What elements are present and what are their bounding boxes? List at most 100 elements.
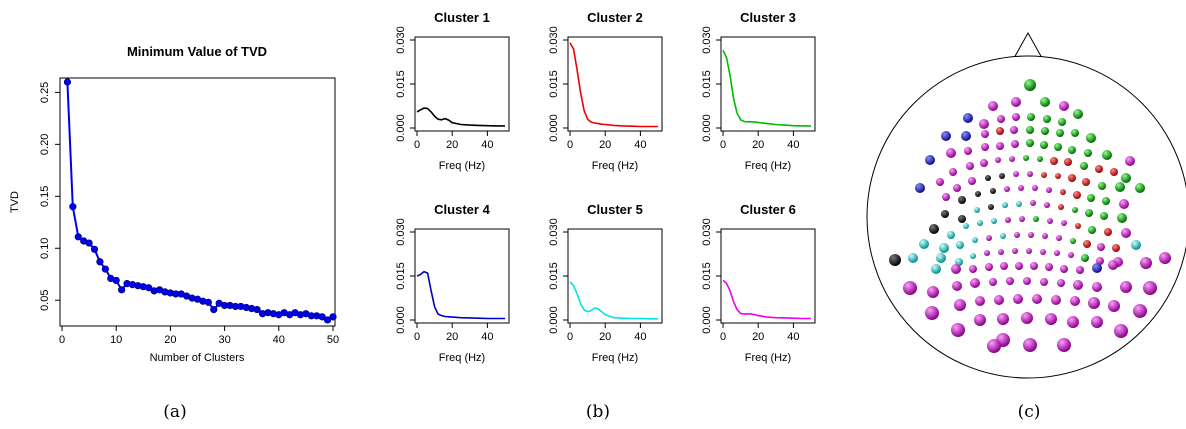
electrode-magenta	[1045, 313, 1057, 325]
electrode-black	[958, 215, 966, 223]
electrode-green	[1026, 139, 1034, 147]
electrode-green	[1071, 129, 1079, 137]
electrode-magenta	[1073, 280, 1083, 290]
electrode-cyan	[908, 253, 918, 263]
electrode-magenta	[1143, 281, 1157, 295]
tvd-series-line	[66, 81, 334, 322]
electrode-magenta	[1056, 235, 1062, 241]
electrode-magenta	[1114, 324, 1128, 338]
electrode-magenta	[984, 250, 990, 256]
electrode-red	[1112, 244, 1120, 252]
electrode-magenta	[1040, 278, 1048, 286]
electrode-magenta	[989, 278, 997, 286]
tvd-x-tick-label: 20	[164, 334, 176, 346]
tvd-x-tick-label: 0	[59, 334, 65, 346]
electrode-magenta	[1023, 338, 1037, 352]
tvd-point	[101, 265, 109, 273]
cluster-x-tick-label: 0	[567, 331, 573, 343]
electrode-magenta	[1120, 281, 1132, 293]
electrode-red	[1055, 173, 1061, 179]
cluster-x-tick-label: 20	[446, 331, 458, 343]
electrode-blue	[925, 155, 935, 165]
electrode-magenta	[1004, 186, 1010, 192]
electrode-magenta	[1030, 200, 1036, 206]
electrode-green	[1102, 150, 1112, 160]
electrode-black	[941, 210, 949, 218]
tvd-point	[112, 276, 120, 285]
electrode-magenta	[942, 193, 950, 201]
electrode-red	[1104, 228, 1112, 236]
cluster-y-tick-label: 0.030	[395, 218, 407, 246]
electrode-magenta	[1028, 232, 1034, 238]
electrode-magenta	[1013, 171, 1019, 177]
electrode-cyan	[1000, 233, 1006, 239]
electrode-green	[1070, 238, 1076, 244]
electrode-magenta	[1019, 216, 1025, 222]
electrode-magenta	[1057, 279, 1065, 287]
electrode-magenta	[1059, 101, 1069, 111]
electrode-magenta	[1011, 140, 1019, 148]
electrode-cyan	[1131, 240, 1141, 250]
electrode-magenta	[1088, 297, 1100, 309]
electrode-magenta	[1012, 113, 1020, 121]
electrode-magenta	[964, 147, 972, 155]
cluster-plot-frame	[567, 36, 663, 132]
electrode-magenta	[998, 249, 1004, 255]
electrode-magenta	[1057, 338, 1071, 352]
electrode-green	[1086, 133, 1096, 143]
electrode-green	[1117, 213, 1127, 223]
tvd-chart-title: Minimum Value of TVD	[127, 44, 267, 59]
electrode-magenta	[903, 281, 917, 295]
electrode-red	[1083, 240, 1091, 248]
electrode-magenta	[1032, 294, 1042, 304]
electrode-green	[1027, 113, 1035, 121]
electrode-black	[990, 188, 996, 194]
electrode-cyan	[956, 241, 964, 249]
electrode-cyan	[963, 223, 969, 229]
electrode-green	[1088, 226, 1096, 234]
cluster-plot-frame	[720, 228, 816, 324]
cluster-y-tick-label: 0.000	[548, 114, 560, 142]
tvd-y-tick-label: 0.10	[39, 238, 51, 259]
electrode-magenta	[1125, 156, 1135, 166]
electrode-cyan	[919, 239, 929, 249]
electrode-magenta	[936, 178, 944, 186]
electrode-cyan	[974, 207, 980, 213]
electrode-red	[1073, 191, 1081, 199]
cluster-y-tick-label: 0.000	[395, 114, 407, 142]
cluster-plot-frame	[720, 36, 816, 132]
electrode-green	[1056, 129, 1064, 137]
cluster-panel: Cluster 3 0 20 40 0.000 0.015 0.030 Freq (Hz)	[701, 10, 816, 172]
electrode-green	[1121, 173, 1131, 183]
electrode-magenta	[1018, 185, 1024, 191]
cluster-title: Cluster 1	[434, 10, 490, 25]
electrode-green	[1040, 97, 1050, 107]
electrode-cyan	[931, 264, 941, 274]
electrode-magenta	[951, 323, 965, 337]
electrode-magenta	[927, 286, 939, 298]
electrode-red	[1110, 168, 1118, 176]
electrode-green	[1058, 118, 1066, 126]
tvd-point	[63, 78, 72, 86]
tvd-point	[74, 233, 82, 241]
cluster-x-tick-label: 40	[787, 139, 799, 151]
cluster-y-tick-label: 0.000	[395, 306, 407, 334]
cluster-plot-frame	[414, 36, 510, 132]
electrode-red	[1082, 178, 1090, 186]
tvd-point	[90, 245, 99, 253]
electrode-red	[1075, 223, 1081, 229]
electrode-cyan	[970, 253, 976, 259]
cluster-x-label: Freq (Hz)	[439, 160, 485, 172]
cluster-y-tick-label: 0.030	[701, 26, 713, 54]
tvd-x-tick-label: 30	[218, 334, 230, 346]
cluster-y-tick-label: 0.015	[548, 70, 560, 98]
tvd-x-tick-label: 50	[327, 334, 339, 346]
electrode-magenta	[1000, 262, 1008, 270]
electrode-black	[975, 191, 981, 197]
tvd-point	[323, 316, 332, 324]
cluster-y-tick-label: 0.015	[395, 70, 407, 98]
electrode-magenta	[1015, 262, 1023, 270]
cluster-spectrum-line	[722, 49, 811, 127]
cluster-x-tick-label: 0	[720, 331, 726, 343]
